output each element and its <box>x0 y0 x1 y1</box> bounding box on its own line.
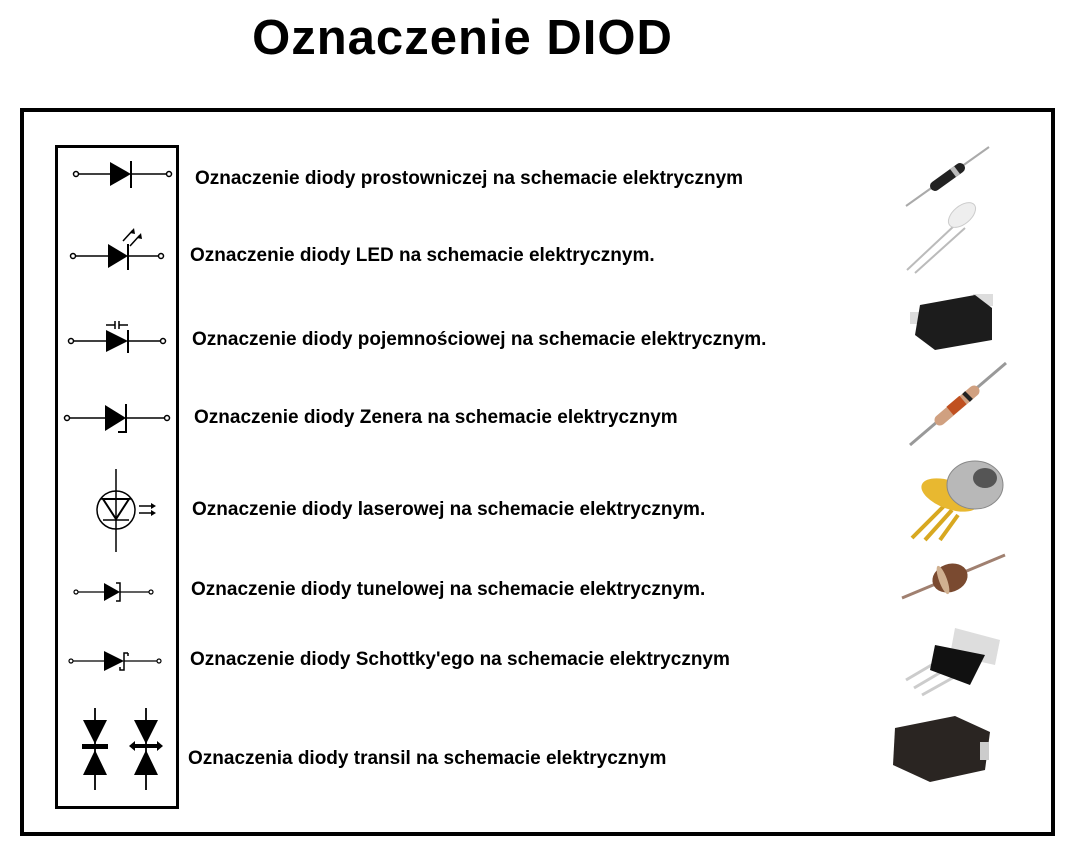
laser-diode-photo <box>910 460 1004 542</box>
schottky-diode-photo <box>905 628 1000 697</box>
rectifier-diode-symbol-icon <box>63 161 173 790</box>
label-transil: Oznaczenia diody transil na schemacie el… <box>188 748 667 769</box>
label-schottky: Oznaczenie diody Schottky'ego na schemac… <box>190 649 730 670</box>
zener-diode-photo <box>909 361 1007 447</box>
page-title: Oznaczenie DIOD <box>252 11 673 65</box>
tunnel-diode-photo <box>901 553 1006 600</box>
label-varicap: Oznaczenie diody pojemnościowej na schem… <box>192 329 767 350</box>
label-zener: Oznaczenie diody Zenera na schemacie ele… <box>194 407 678 428</box>
label-rectifier: Oznaczenie diody prostowniczej na schema… <box>195 168 744 189</box>
varicap-diode-photo <box>910 294 993 350</box>
led-photo <box>906 202 977 274</box>
label-laser: Oznaczenie diody laserowej na schemacie … <box>192 499 706 520</box>
symbol-column <box>55 145 179 809</box>
transil-diode-photo <box>893 716 990 782</box>
label-led: Oznaczenie diody LED na schemacie elektr… <box>190 245 655 266</box>
label-tunnel: Oznaczenie diody tunelowej na schemacie … <box>191 579 706 600</box>
rectifier-diode-photo <box>905 146 990 207</box>
diagram-frame <box>20 108 1055 836</box>
